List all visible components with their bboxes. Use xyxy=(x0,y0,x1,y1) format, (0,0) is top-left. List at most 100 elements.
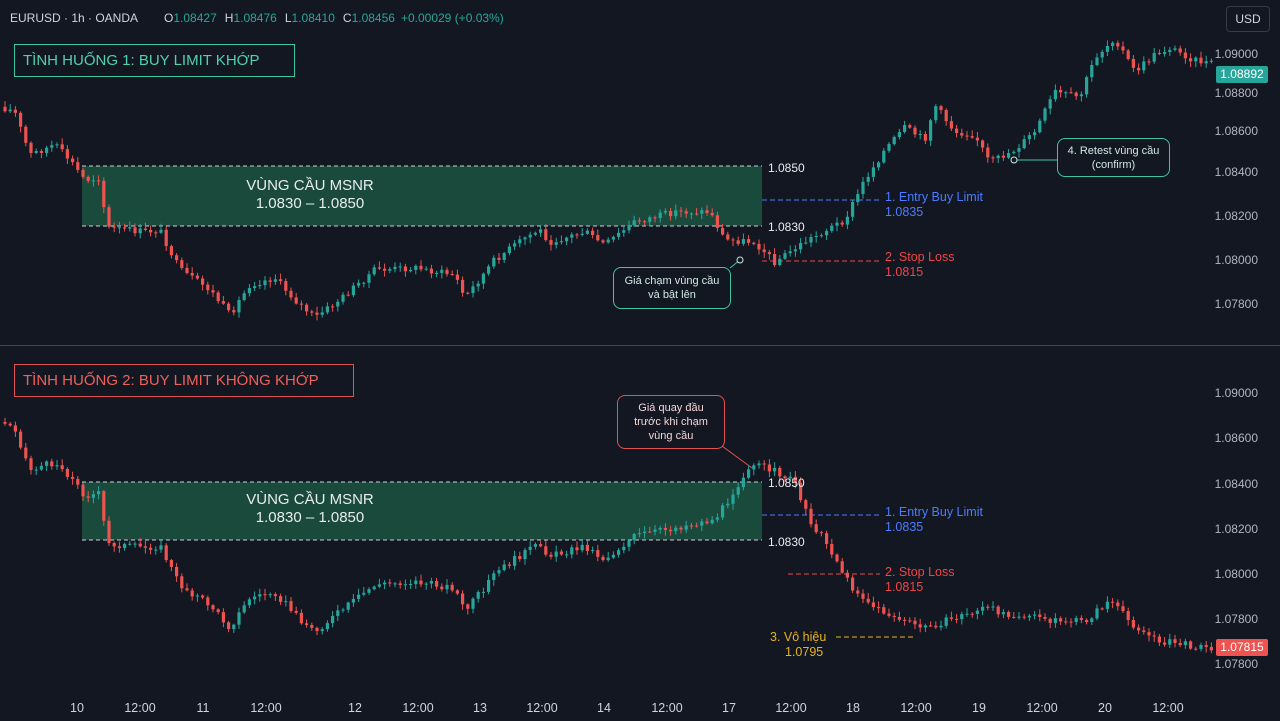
candle-body xyxy=(284,281,288,291)
candle-body xyxy=(851,202,855,217)
candle-body xyxy=(273,279,277,282)
candle-body xyxy=(102,491,106,521)
candle-body xyxy=(76,478,80,485)
candle-body xyxy=(227,622,231,630)
candle-body xyxy=(487,580,491,592)
candle-body xyxy=(513,243,517,247)
candle-body xyxy=(653,529,657,532)
candle-body xyxy=(1173,48,1177,50)
candle-body xyxy=(1007,612,1011,617)
candle-body xyxy=(232,624,236,630)
zone-2-title: VÙNG CẦU MSNR xyxy=(246,491,374,508)
candle-body xyxy=(601,556,605,561)
candle-body xyxy=(861,181,865,195)
candle-body xyxy=(778,258,782,266)
candle-body xyxy=(216,292,220,302)
candle-body xyxy=(273,594,277,597)
candle-body xyxy=(809,508,813,525)
callout-c-line2: trước khi chạm xyxy=(634,416,708,428)
candle-body xyxy=(294,610,298,613)
candle-body xyxy=(13,425,17,432)
candle-body xyxy=(383,582,387,585)
candle-body xyxy=(845,216,849,225)
candle-body xyxy=(1085,77,1089,95)
candle-body xyxy=(149,229,153,233)
candle-body xyxy=(575,234,579,236)
candle-body xyxy=(585,544,589,551)
candle-body xyxy=(440,269,444,273)
candle-body xyxy=(247,599,251,606)
candle-body xyxy=(710,519,714,524)
candle-body xyxy=(185,588,189,591)
candle-body xyxy=(1027,615,1031,618)
candle-body xyxy=(1163,642,1167,645)
candles-panel-1 xyxy=(3,40,1213,321)
open-value: 1.08427 xyxy=(173,11,217,25)
candle-body xyxy=(1105,601,1109,609)
candle-body xyxy=(367,274,371,283)
candle-body xyxy=(377,267,381,269)
candle-body xyxy=(1100,51,1104,58)
candle-body xyxy=(721,505,725,518)
open-key: O xyxy=(164,11,174,25)
high-key: H xyxy=(224,11,234,25)
candle-body xyxy=(955,128,959,134)
candle-body xyxy=(107,520,111,543)
currency-button[interactable]: USD xyxy=(1226,6,1270,32)
candle-body xyxy=(689,525,693,527)
candle-body xyxy=(1116,42,1120,47)
retest-marker xyxy=(1010,156,1018,164)
candle-body xyxy=(533,544,537,547)
candle-body xyxy=(1137,67,1141,71)
symbol-label[interactable]: EURUSD · 1h · OANDA xyxy=(10,11,139,25)
candle-body xyxy=(180,576,184,589)
candle-body xyxy=(466,292,470,294)
callout-c-line1: Giá quay đầu xyxy=(638,402,704,414)
candle-body xyxy=(112,542,116,547)
candle-body xyxy=(949,121,953,129)
candle-body xyxy=(788,251,792,254)
candle-body xyxy=(471,286,475,294)
candle-body xyxy=(793,249,797,252)
candle-body xyxy=(1001,612,1005,615)
candle-body xyxy=(19,112,23,127)
candle-body xyxy=(461,279,465,293)
candle-body xyxy=(237,299,241,313)
zone-2-label: VÙNG CẦU MSNR 1.0830 – 1.0850 xyxy=(170,491,450,527)
callout-touch-bounce: Giá chạm vùng cầu và bật lên xyxy=(613,267,731,309)
candle-body xyxy=(695,213,699,215)
candle-body xyxy=(762,249,766,253)
candle-body xyxy=(1147,61,1151,63)
candle-body xyxy=(237,612,241,625)
candle-body xyxy=(1131,620,1135,628)
candle-body xyxy=(227,303,231,311)
candle-body xyxy=(658,212,662,218)
candle-body xyxy=(325,623,329,630)
candle-body xyxy=(1137,627,1141,631)
candle-body xyxy=(684,525,688,530)
candle-body xyxy=(29,142,33,153)
candle-body xyxy=(809,237,813,243)
candle-body xyxy=(1027,135,1031,140)
candle-body xyxy=(455,590,459,594)
candle-body xyxy=(674,210,678,217)
candle-body xyxy=(793,476,797,483)
candle-body xyxy=(887,613,891,616)
candle-body xyxy=(570,234,574,238)
candle-body xyxy=(960,133,964,136)
candle-body xyxy=(180,260,184,268)
candle-body xyxy=(1183,52,1187,59)
candle-body xyxy=(513,556,517,566)
callout-b-line1: 4. Retest vùng cầu xyxy=(1067,145,1160,157)
candle-body xyxy=(1209,60,1213,62)
candle-body xyxy=(741,239,745,244)
candle-body xyxy=(247,288,251,294)
candle-body xyxy=(814,235,818,238)
entry-1-annotation: 1. Entry Buy Limit 1.0835 xyxy=(885,190,983,220)
candle-body xyxy=(29,458,33,470)
candle-body xyxy=(747,239,751,243)
candle-body xyxy=(903,125,907,133)
candle-body xyxy=(882,607,886,614)
candle-body xyxy=(721,227,725,235)
